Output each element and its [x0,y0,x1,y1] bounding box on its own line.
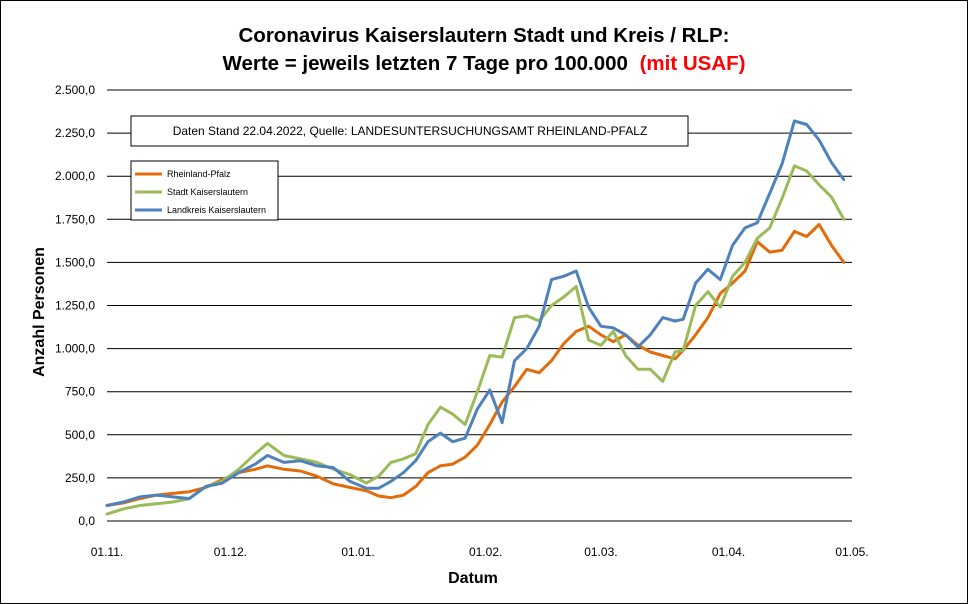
y-tick-label: 0,0 [78,514,95,528]
y-tick-label: 1.000,0 [55,342,95,356]
legend-label: Landkreis Kaiserslautern [167,205,266,215]
source-note-box [130,115,689,147]
chart-title-line2: Werte = jeweils letzten 7 Tage pro 100.0… [222,52,745,75]
y-tick-label: 2.250,0 [55,126,95,140]
y-tick-label: 2.000,0 [55,169,95,183]
legend: Rheinland-Pfalz Stadt Kaiserslautern Landk… [130,160,279,221]
legend-label: Rheinland-Pfalz [167,169,231,179]
y-tick-label: 750,0 [65,385,95,399]
y-tick-label: 1.250,0 [55,299,95,313]
y-tick-label: 1.750,0 [55,212,95,226]
chart-title-line2-main: Werte = jeweils letzten 7 Tage pro 100.0… [222,52,627,75]
series-line-2 [105,119,846,507]
x-tick-label: 01.12. [214,545,247,559]
series-line-0 [105,223,846,507]
chart-title-line1: Coronavirus Kaiserslautern Stadt und Kre… [239,24,730,47]
y-axis-label: Anzahl Personen [31,247,48,377]
x-tick-label: 01.02. [469,545,502,559]
x-tick-label: 01.05. [835,545,868,559]
x-tick-label: 01.03. [584,545,617,559]
x-axis-label: Datum [448,570,498,587]
x-tick-label: 01.01. [341,545,374,559]
gridlines [107,89,852,522]
y-tick-label: 500,0 [65,428,95,442]
source-note: Daten Stand 22.04.2022, Quelle: LANDESUN… [173,124,648,138]
x-tick-label: 01.04. [712,545,745,559]
chart-title-line2-highlight: (mit USAF) [640,52,746,75]
legend-label: Stadt Kaiserslautern [167,187,248,197]
y-tick-labels: 0,0 250,0 500,0 750,0 1.000,0 1.250,0 1.500,0 1… [55,83,95,528]
series-lines [105,119,846,516]
y-tick-label: 1.500,0 [55,255,95,269]
y-tick-label: 250,0 [65,471,95,485]
y-tick-label: 2.500,0 [55,83,95,97]
x-tick-labels: 01.11. 01.12. 01.01. 01.02. 01.03. 01.04. 01.0… [91,545,869,559]
series-line-1 [105,164,846,516]
x-tick-label: 01.11. [91,545,123,559]
